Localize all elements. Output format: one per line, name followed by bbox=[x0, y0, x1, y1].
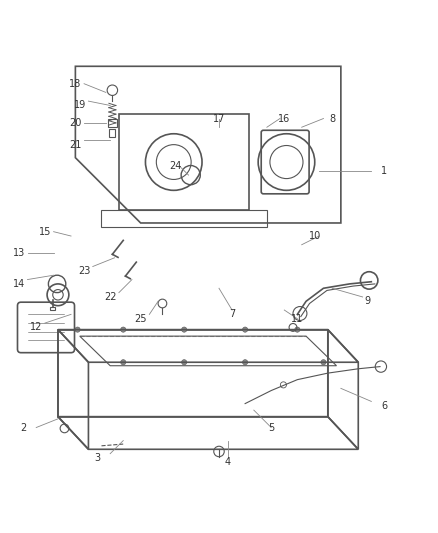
Text: 1: 1 bbox=[381, 166, 388, 176]
Text: 11: 11 bbox=[291, 314, 304, 324]
Text: 22: 22 bbox=[104, 292, 117, 302]
Bar bbox=[110, 128, 116, 137]
Text: 15: 15 bbox=[39, 227, 51, 237]
Text: 17: 17 bbox=[213, 114, 225, 124]
Text: 4: 4 bbox=[225, 457, 231, 467]
Text: 19: 19 bbox=[74, 100, 86, 110]
Text: 9: 9 bbox=[364, 296, 370, 306]
Circle shape bbox=[75, 327, 80, 332]
Text: 13: 13 bbox=[13, 248, 25, 259]
Circle shape bbox=[182, 360, 187, 365]
Bar bbox=[108, 119, 117, 127]
Text: 16: 16 bbox=[278, 114, 290, 124]
Text: 18: 18 bbox=[69, 79, 81, 88]
Text: 12: 12 bbox=[30, 322, 42, 333]
Circle shape bbox=[182, 327, 187, 332]
Text: 24: 24 bbox=[170, 161, 182, 172]
Text: 8: 8 bbox=[329, 114, 335, 124]
Text: 6: 6 bbox=[381, 401, 388, 411]
Text: 23: 23 bbox=[78, 266, 90, 276]
Text: 7: 7 bbox=[229, 309, 235, 319]
Circle shape bbox=[243, 360, 248, 365]
Text: 2: 2 bbox=[20, 423, 26, 433]
Circle shape bbox=[120, 360, 126, 365]
Circle shape bbox=[295, 327, 300, 332]
Text: 3: 3 bbox=[94, 453, 100, 463]
Text: 14: 14 bbox=[13, 279, 25, 289]
Text: 20: 20 bbox=[69, 118, 81, 128]
Text: 21: 21 bbox=[69, 140, 81, 150]
Circle shape bbox=[243, 327, 248, 332]
Text: 5: 5 bbox=[268, 423, 274, 433]
Text: 25: 25 bbox=[134, 314, 147, 324]
Circle shape bbox=[120, 327, 126, 332]
Circle shape bbox=[321, 360, 326, 365]
Bar bbox=[50, 306, 55, 310]
Text: 10: 10 bbox=[309, 231, 321, 241]
